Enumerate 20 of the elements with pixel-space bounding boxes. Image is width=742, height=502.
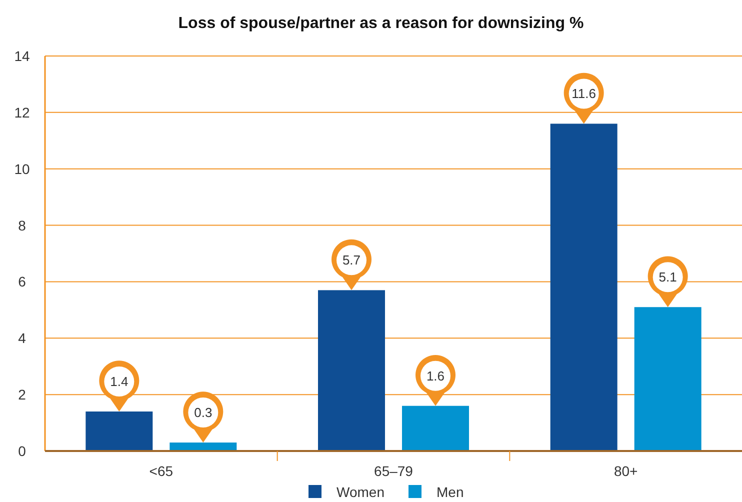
data-label: 5.1 [658, 270, 677, 285]
legend-label: Men [436, 484, 464, 500]
y-tick-label: 0 [18, 443, 26, 459]
x-tick-label: 65–79 [374, 463, 414, 479]
data-label: 11.6 [572, 86, 596, 102]
data-label: 0.3 [194, 405, 212, 420]
data-label: 5.7 [342, 252, 361, 268]
chart-title: Loss of spouse/partner as a reason for downsizing % [178, 15, 584, 32]
y-tick-label: 10 [14, 160, 30, 177]
y-tick-label: 6 [18, 274, 26, 290]
y-tick-label: 12 [14, 104, 30, 120]
y-tick-label: 8 [18, 217, 26, 234]
data-label: 1.4 [110, 374, 128, 389]
x-tick-label: 80+ [614, 463, 638, 479]
y-tick-label: 2 [18, 386, 26, 403]
y-tick-label: 14 [14, 48, 30, 64]
y-tick-label: 4 [18, 330, 26, 346]
legend-label: Women [336, 484, 384, 500]
x-tick-label: <65 [149, 463, 174, 479]
data-label: 1.6 [426, 368, 445, 384]
